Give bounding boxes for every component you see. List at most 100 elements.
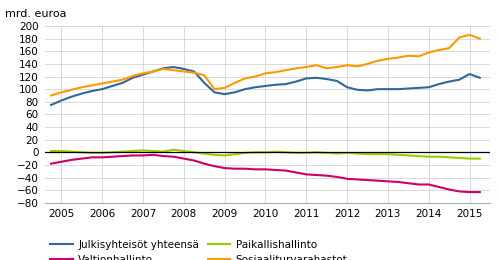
- Valtionhallinto: [354, 178, 360, 181]
- Sosiaaliturvarahastot: [232, 81, 238, 84]
- Julkisyhteisöt yhteensä: [364, 89, 370, 92]
- Sosiaaliturvarahastot: [78, 86, 84, 89]
- Valtionhallinto: [48, 162, 54, 165]
- Paikallishallinto: [406, 154, 411, 157]
- Paikallishallinto: [58, 150, 64, 153]
- Paikallishallinto: [212, 153, 218, 156]
- Sosiaaliturvarahastot: [456, 36, 462, 39]
- Paikallishallinto: [293, 151, 299, 154]
- Valtionhallinto: [140, 154, 146, 157]
- Valtionhallinto: [252, 168, 258, 171]
- Julkisyhteisöt yhteensä: [395, 88, 401, 91]
- Sosiaaliturvarahastot: [406, 54, 411, 57]
- Sosiaaliturvarahastot: [181, 70, 187, 73]
- Valtionhallinto: [426, 183, 432, 186]
- Sosiaaliturvarahastot: [89, 84, 95, 87]
- Paikallishallinto: [374, 153, 380, 156]
- Julkisyhteisöt yhteensä: [68, 95, 74, 98]
- Sosiaaliturvarahastot: [314, 64, 320, 67]
- Paikallishallinto: [110, 151, 116, 154]
- Julkisyhteisöt yhteensä: [436, 82, 442, 86]
- Paikallishallinto: [416, 154, 422, 158]
- Julkisyhteisöt yhteensä: [130, 76, 136, 79]
- Line: Paikallishallinto: Paikallishallinto: [51, 150, 480, 159]
- Valtionhallinto: [436, 185, 442, 188]
- Julkisyhteisöt yhteensä: [293, 80, 299, 83]
- Julkisyhteisöt yhteensä: [385, 88, 391, 91]
- Julkisyhteisöt yhteensä: [89, 89, 95, 93]
- Sosiaaliturvarahastot: [252, 75, 258, 78]
- Julkisyhteisöt yhteensä: [426, 86, 432, 89]
- Sosiaaliturvarahastot: [374, 59, 380, 62]
- Paikallishallinto: [466, 157, 472, 160]
- Paikallishallinto: [78, 151, 84, 154]
- Sosiaaliturvarahastot: [436, 48, 442, 51]
- Paikallishallinto: [99, 151, 105, 154]
- Julkisyhteisöt yhteensä: [58, 99, 64, 102]
- Valtionhallinto: [242, 167, 248, 170]
- Valtionhallinto: [272, 168, 278, 172]
- Julkisyhteisöt yhteensä: [314, 76, 320, 79]
- Sosiaaliturvarahastot: [242, 77, 248, 80]
- Paikallishallinto: [446, 156, 452, 159]
- Paikallishallinto: [324, 151, 330, 154]
- Paikallishallinto: [191, 151, 197, 154]
- Paikallishallinto: [334, 152, 340, 155]
- Paikallishallinto: [283, 151, 289, 154]
- Sosiaaliturvarahastot: [364, 62, 370, 66]
- Paikallishallinto: [68, 150, 74, 153]
- Julkisyhteisöt yhteensä: [446, 80, 452, 83]
- Valtionhallinto: [304, 173, 310, 176]
- Julkisyhteisöt yhteensä: [48, 103, 54, 107]
- Paikallishallinto: [354, 152, 360, 155]
- Valtionhallinto: [283, 169, 289, 172]
- Julkisyhteisöt yhteensä: [477, 76, 483, 79]
- Julkisyhteisöt yhteensä: [110, 84, 116, 88]
- Julkisyhteisöt yhteensä: [334, 79, 340, 82]
- Paikallishallinto: [201, 152, 207, 155]
- Julkisyhteisöt yhteensä: [120, 81, 126, 84]
- Sosiaaliturvarahastot: [466, 33, 472, 36]
- Paikallishallinto: [89, 151, 95, 154]
- Julkisyhteisöt yhteensä: [99, 88, 105, 91]
- Julkisyhteisöt yhteensä: [181, 67, 187, 70]
- Paikallishallinto: [160, 150, 166, 153]
- Julkisyhteisöt yhteensä: [344, 86, 350, 89]
- Paikallishallinto: [477, 157, 483, 160]
- Paikallishallinto: [456, 157, 462, 160]
- Valtionhallinto: [150, 153, 156, 156]
- Valtionhallinto: [58, 160, 64, 163]
- Julkisyhteisöt yhteensä: [272, 83, 278, 86]
- Sosiaaliturvarahastot: [140, 72, 146, 75]
- Sosiaaliturvarahastot: [170, 69, 176, 72]
- Valtionhallinto: [201, 162, 207, 165]
- Paikallishallinto: [364, 153, 370, 156]
- Julkisyhteisöt yhteensä: [201, 81, 207, 84]
- Valtionhallinto: [293, 171, 299, 174]
- Julkisyhteisöt yhteensä: [262, 84, 268, 88]
- Valtionhallinto: [130, 154, 136, 157]
- Paikallishallinto: [120, 150, 126, 153]
- Paikallishallinto: [344, 151, 350, 154]
- Valtionhallinto: [466, 191, 472, 194]
- Line: Julkisyhteisöt yhteensä: Julkisyhteisöt yhteensä: [51, 67, 480, 105]
- Valtionhallinto: [120, 154, 126, 158]
- Paikallishallinto: [262, 151, 268, 154]
- Paikallishallinto: [314, 151, 320, 154]
- Sosiaaliturvarahastot: [416, 55, 422, 58]
- Julkisyhteisöt yhteensä: [406, 87, 411, 90]
- Julkisyhteisöt yhteensä: [456, 78, 462, 81]
- Sosiaaliturvarahastot: [262, 72, 268, 75]
- Valtionhallinto: [181, 157, 187, 160]
- Valtionhallinto: [68, 158, 74, 161]
- Paikallishallinto: [426, 155, 432, 158]
- Valtionhallinto: [324, 174, 330, 177]
- Julkisyhteisöt yhteensä: [304, 77, 310, 80]
- Sosiaaliturvarahastot: [446, 47, 452, 50]
- Valtionhallinto: [232, 167, 238, 170]
- Sosiaaliturvarahastot: [426, 51, 432, 54]
- Julkisyhteisöt yhteensä: [466, 73, 472, 76]
- Paikallishallinto: [242, 151, 248, 154]
- Julkisyhteisöt yhteensä: [283, 82, 289, 86]
- Valtionhallinto: [314, 173, 320, 177]
